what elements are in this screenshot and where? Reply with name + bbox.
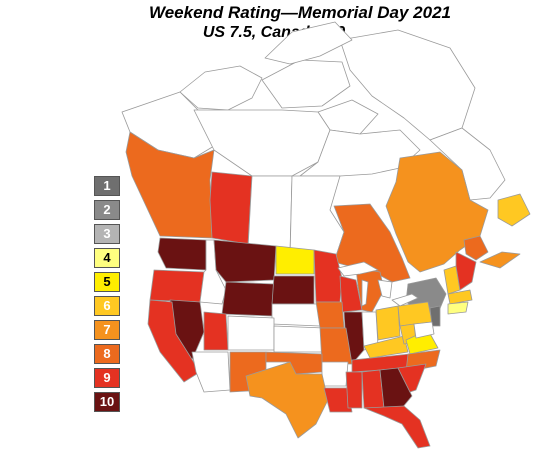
legend-item-6: 6 xyxy=(94,296,120,316)
region-saskatchewan xyxy=(247,175,293,253)
region-ct-ri xyxy=(447,301,469,315)
region-arctic-ellesmere xyxy=(264,21,353,65)
region-georgia xyxy=(379,367,413,409)
region-florida xyxy=(363,405,431,449)
region-nebraska xyxy=(271,303,321,327)
legend-item-8: 8 xyxy=(94,344,120,364)
region-ohio xyxy=(375,305,401,341)
region-arkansas xyxy=(321,361,349,387)
region-north-dakota xyxy=(275,245,315,275)
region-wyoming xyxy=(221,281,275,317)
region-newfoundland xyxy=(497,193,531,227)
usa-states xyxy=(147,237,477,449)
lake-superior xyxy=(337,261,379,277)
legend-item-3: 3 xyxy=(94,224,120,244)
region-south-dakota xyxy=(271,275,315,305)
canada-north xyxy=(121,91,506,201)
region-iowa xyxy=(315,301,345,329)
lake-huron xyxy=(377,279,393,299)
legend-label: 6 xyxy=(103,298,111,313)
region-maryland-de xyxy=(413,321,435,339)
region-arctic-victoria xyxy=(261,59,351,109)
region-northwest-territories xyxy=(193,109,331,177)
legend-label: 8 xyxy=(103,346,111,361)
region-quebec xyxy=(385,151,489,273)
legend-label: 7 xyxy=(103,322,111,337)
legend-item-10: 10 xyxy=(94,392,120,412)
legend-label: 5 xyxy=(103,274,111,289)
legend-label: 4 xyxy=(103,250,111,265)
region-maine xyxy=(455,251,477,291)
region-mississippi xyxy=(345,371,363,409)
canada-provinces xyxy=(125,131,531,283)
legend-label: 3 xyxy=(103,226,111,241)
lake-michigan xyxy=(361,279,369,307)
legend-item-5: 5 xyxy=(94,272,120,292)
region-texas xyxy=(245,361,329,439)
region-massachusetts xyxy=(447,289,473,305)
region-arizona xyxy=(191,351,231,393)
legend-item-4: 4 xyxy=(94,248,120,268)
region-kansas xyxy=(273,325,325,353)
region-colorado xyxy=(227,315,275,351)
region-kentucky xyxy=(363,335,409,359)
lake-erie-ontario xyxy=(391,293,419,307)
region-louisiana xyxy=(323,387,353,413)
region-new-jersey xyxy=(429,305,441,327)
legend-item-7: 7 xyxy=(94,320,120,340)
legend-label: 9 xyxy=(103,370,111,385)
arctic-islands xyxy=(179,21,476,141)
region-nova-scotia xyxy=(479,251,521,269)
legend-item-2: 2 xyxy=(94,200,120,220)
region-missouri xyxy=(319,327,353,365)
region-utah xyxy=(203,311,229,351)
region-washington xyxy=(157,237,207,271)
region-oregon xyxy=(149,269,205,303)
region-montana xyxy=(213,239,277,283)
region-new-brunswick xyxy=(463,235,489,261)
legend-label: 10 xyxy=(99,394,115,409)
legend-label: 2 xyxy=(103,202,111,217)
region-south-carolina xyxy=(397,363,427,393)
great-lakes xyxy=(337,261,419,307)
legend-label: 1 xyxy=(103,178,111,193)
rating-legend: 1 2 3 4 5 6 7 8 9 10 xyxy=(94,176,124,416)
region-california xyxy=(147,299,201,383)
legend-item-9: 9 xyxy=(94,368,120,388)
region-arctic-west xyxy=(179,65,263,111)
map-title: Weekend Rating—Memorial Day 2021 xyxy=(148,3,451,22)
region-alberta xyxy=(209,171,253,245)
legend-item-1: 1 xyxy=(94,176,120,196)
